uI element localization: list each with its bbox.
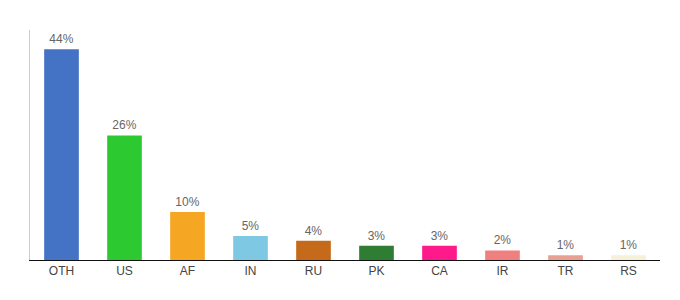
svg-text:RS: RS <box>620 264 637 278</box>
svg-text:IN: IN <box>245 264 257 278</box>
svg-text:10%: 10% <box>175 195 199 209</box>
svg-text:4%: 4% <box>305 224 323 238</box>
svg-text:RU: RU <box>305 264 322 278</box>
svg-text:CA: CA <box>431 264 448 278</box>
svg-text:TR: TR <box>558 264 574 278</box>
svg-text:3%: 3% <box>431 229 449 243</box>
svg-text:PK: PK <box>368 264 384 278</box>
svg-text:3%: 3% <box>368 229 386 243</box>
svg-text:5%: 5% <box>242 219 260 233</box>
svg-text:44%: 44% <box>49 32 73 46</box>
svg-text:1%: 1% <box>620 238 638 252</box>
svg-text:1%: 1% <box>557 238 575 252</box>
svg-text:US: US <box>116 264 133 278</box>
svg-text:26%: 26% <box>112 118 136 132</box>
svg-text:IR: IR <box>497 264 509 278</box>
svg-text:AF: AF <box>180 264 195 278</box>
svg-text:OTH: OTH <box>49 264 74 278</box>
svg-text:2%: 2% <box>494 233 512 247</box>
